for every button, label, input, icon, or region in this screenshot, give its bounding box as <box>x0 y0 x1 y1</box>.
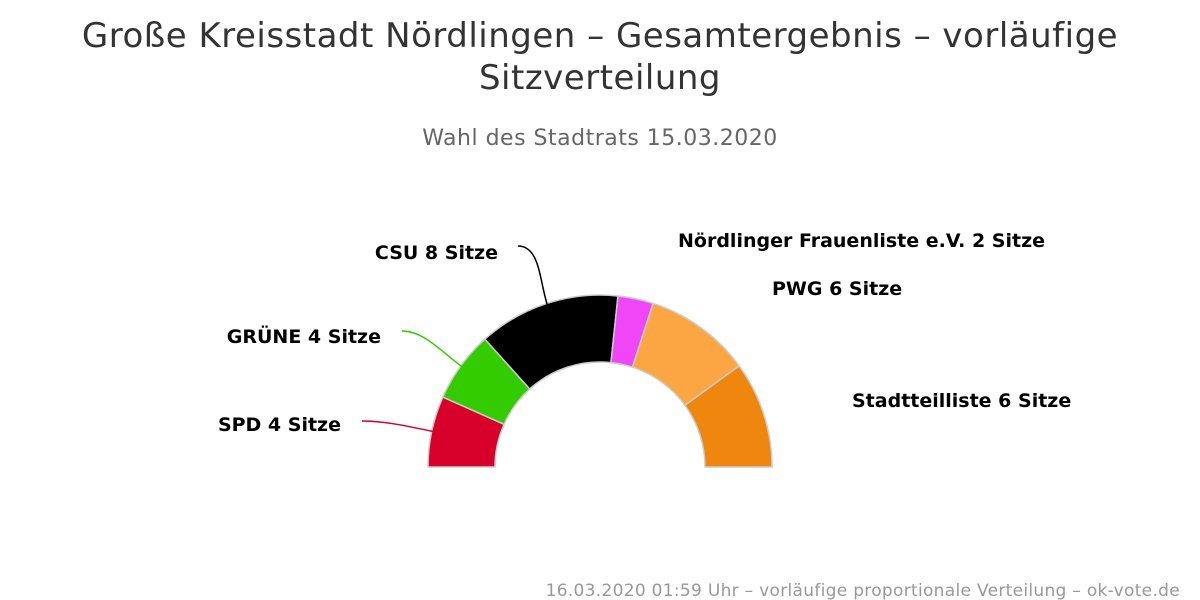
chart-title-line-2: Sitzverteilung <box>479 58 721 98</box>
slice-stadtteilliste[interactable] <box>684 365 773 468</box>
data-label-gruene: GRÜNE 4 Sitze <box>227 324 381 348</box>
labels-group: SPD 4 Sitze GRÜNE 4 Sitze CSU 8 Sitze Nördl… <box>218 230 1071 436</box>
data-label-noerdlinger-frauenliste-e-v: Nördlinger Frauenliste e.V. 2 Sitze <box>678 230 1045 252</box>
chart-subtitle: Wahl des Stadtrats 15.03.2020 <box>422 126 778 151</box>
chart-title-line-1: Große Kreisstadt Nördlingen – Gesamterge… <box>82 16 1118 56</box>
connectors-group <box>361 245 549 433</box>
data-label-csu: CSU 8 Sitze <box>375 242 498 264</box>
data-label-pwg: PWG 6 Sitze <box>772 278 902 300</box>
chart-footer-credits[interactable]: 16.03.2020 01:59 Uhr – vorläufige propor… <box>546 581 1180 600</box>
connector-gruene <box>401 330 463 368</box>
data-label-stadtteilliste: Stadtteilliste 6 Sitze <box>852 390 1071 412</box>
connector-spd <box>361 420 434 433</box>
data-label-spd: SPD 4 Sitze <box>218 414 341 436</box>
connector-csu <box>517 245 549 306</box>
slices-group <box>427 294 773 468</box>
